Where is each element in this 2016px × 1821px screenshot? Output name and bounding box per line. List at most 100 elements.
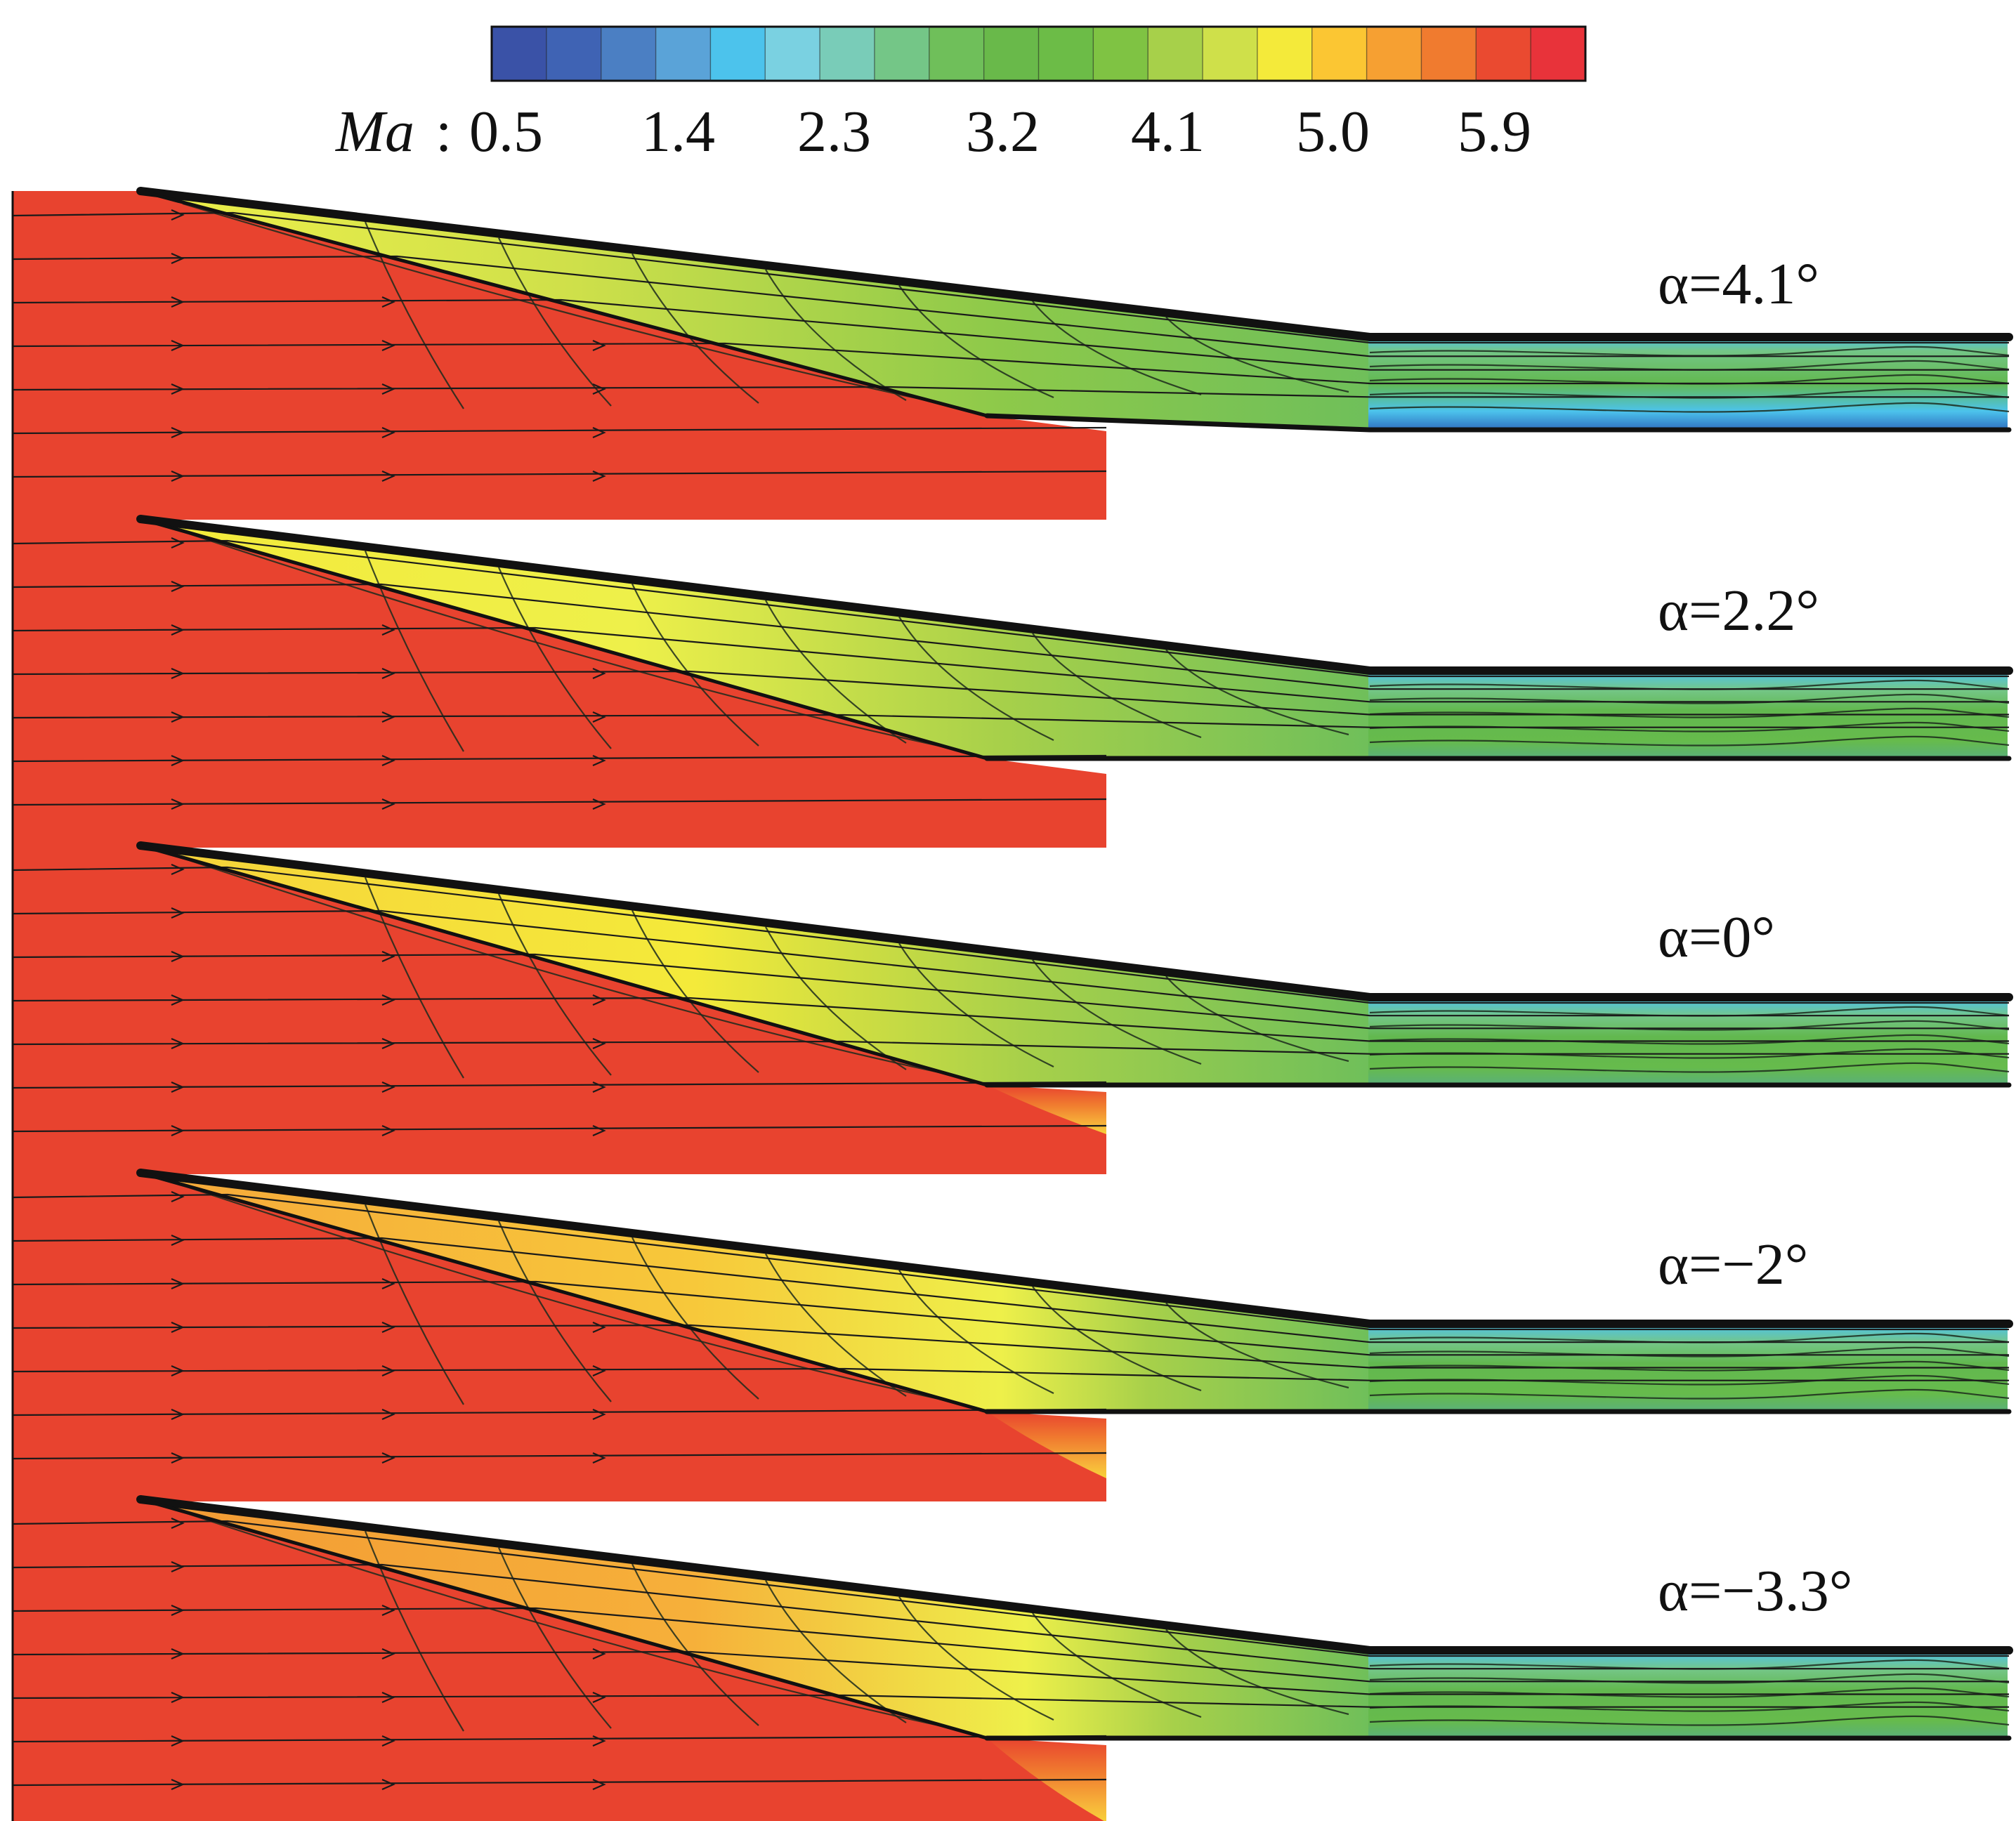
mach-contour-line: [1165, 975, 1349, 1063]
mach-contour-line: [898, 942, 1054, 1067]
streamline-arrow: [171, 252, 185, 265]
streamline-arrow: [171, 1735, 185, 1747]
streamline: [12, 909, 2009, 1017]
streamline-arrow: [171, 1365, 185, 1377]
streamline-arrow: [592, 383, 606, 395]
freestream-region: [13, 191, 1106, 520]
colorbar-swatch: [1311, 27, 1368, 81]
streamline-arrow: [592, 1452, 606, 1464]
streamline: [12, 211, 2009, 344]
streamline-arrow: [592, 1081, 606, 1093]
colorbar-swatch: [1038, 27, 1094, 81]
colorbar-tick-label: 5.9: [1458, 99, 1531, 164]
mach-contour-line: [1165, 1629, 1349, 1716]
streamline-arrow: [592, 1124, 606, 1137]
streamline: [12, 1408, 1107, 1416]
colorbar: Ma : 0.5 1.4 2.3 3.2 4.1 5.0 5.9: [335, 25, 1587, 164]
mach-contour-line: [898, 616, 1054, 741]
compression-region: [140, 191, 1370, 430]
streamline: [12, 583, 2009, 690]
mach-contour-line: [364, 221, 464, 409]
isolator-contour-line: [1369, 346, 2010, 357]
cowl-wall: [136, 841, 2013, 1001]
shock-contour-line: [182, 530, 960, 751]
mach-contour-line: [631, 1237, 759, 1400]
alpha-label: α=−3.3°: [1658, 1558, 1852, 1624]
walls: [11, 187, 2013, 520]
isolator-contour-line: [1369, 1388, 2010, 1400]
streamline: [12, 714, 2009, 728]
streamline-arrow: [171, 1081, 185, 1093]
streamline: [12, 386, 2009, 398]
mach-contour-line: [898, 1596, 1054, 1721]
streamline: [12, 1324, 2009, 1369]
mach-contour-line: [497, 893, 612, 1076]
streamlines: [12, 1190, 2009, 1464]
mach-contour-line: [631, 583, 759, 747]
streamline-arrow: [171, 339, 185, 352]
cowl-wall: [136, 187, 2013, 341]
streamline-arrow: [171, 1604, 185, 1617]
streamline: [12, 1650, 2009, 1695]
streamline-arrow: [381, 994, 395, 1006]
streamline: [12, 670, 2009, 716]
streamline-arrow: [592, 1321, 606, 1334]
colorbar-ticks: [546, 27, 1531, 81]
streamline: [12, 1124, 1107, 1133]
streamline-arrow: [381, 1365, 395, 1377]
mach-contour-line: [1032, 301, 1202, 396]
streamline-arrow: [171, 711, 185, 723]
cowl-wall: [136, 1169, 2013, 1328]
isolator-contour-line: [1369, 1332, 2010, 1343]
colorbar-swatch: [983, 27, 1040, 81]
streamlines: [12, 537, 2009, 810]
streamline: [12, 1280, 2009, 1356]
streamline-arrow: [592, 994, 606, 1006]
contour-lines: [182, 202, 2010, 413]
streamline-arrow: [171, 1691, 185, 1704]
colorbar-title: Ma: [335, 99, 414, 164]
isolator-contour-line: [1369, 679, 2010, 690]
mach-contour-line: [631, 253, 759, 404]
panels: [11, 187, 2013, 1821]
colorbar-tick-label: 5.0: [1296, 99, 1370, 164]
streamline: [12, 426, 1107, 435]
colorbar-swatch: [710, 27, 766, 81]
alpha-label: α=4.1°: [1658, 251, 1819, 317]
streamline-arrow: [381, 624, 395, 636]
colorbar-swatch: [1531, 27, 1586, 81]
walls: [11, 841, 2013, 1174]
streamlines: [12, 863, 2009, 1137]
mach-contour-line: [497, 1221, 612, 1402]
freestream-region: [13, 519, 1106, 848]
colorbar-tick-label: 4.1: [1131, 99, 1205, 164]
walls: [11, 1495, 2013, 1821]
streamline-arrow: [171, 798, 185, 810]
streamline-arrow: [592, 1037, 606, 1050]
streamline: [12, 626, 2009, 703]
panel-alpha-2-2: [11, 515, 2013, 848]
mach-contour-line: [497, 1547, 612, 1729]
colorbar-swatch: [1476, 27, 1531, 81]
streamline-arrow: [171, 907, 185, 919]
mach-contour-line: [898, 284, 1054, 399]
streamline: [12, 1367, 2009, 1381]
streamline: [12, 1081, 1107, 1089]
streamline-arrow: [381, 1277, 395, 1290]
mach-contour-line: [1032, 633, 1202, 739]
mach-contour-line: [1165, 1302, 1349, 1389]
streamline-arrow: [381, 1691, 395, 1704]
streamline-arrow: [171, 667, 185, 680]
mach-contour-line: [765, 269, 907, 401]
streamline-arrow: [171, 580, 185, 593]
freestream-region: [13, 1173, 1106, 1501]
streamline-arrow: [592, 339, 606, 352]
mach-contour-line: [364, 551, 464, 752]
ramp-wall: [138, 1497, 989, 1740]
streamline-arrow: [171, 1124, 185, 1137]
mach-contour-line: [898, 1270, 1054, 1394]
lip-plume-region: [987, 1412, 1106, 1478]
streamline-arrow: [171, 1277, 185, 1290]
ramp-wall: [138, 1171, 989, 1414]
